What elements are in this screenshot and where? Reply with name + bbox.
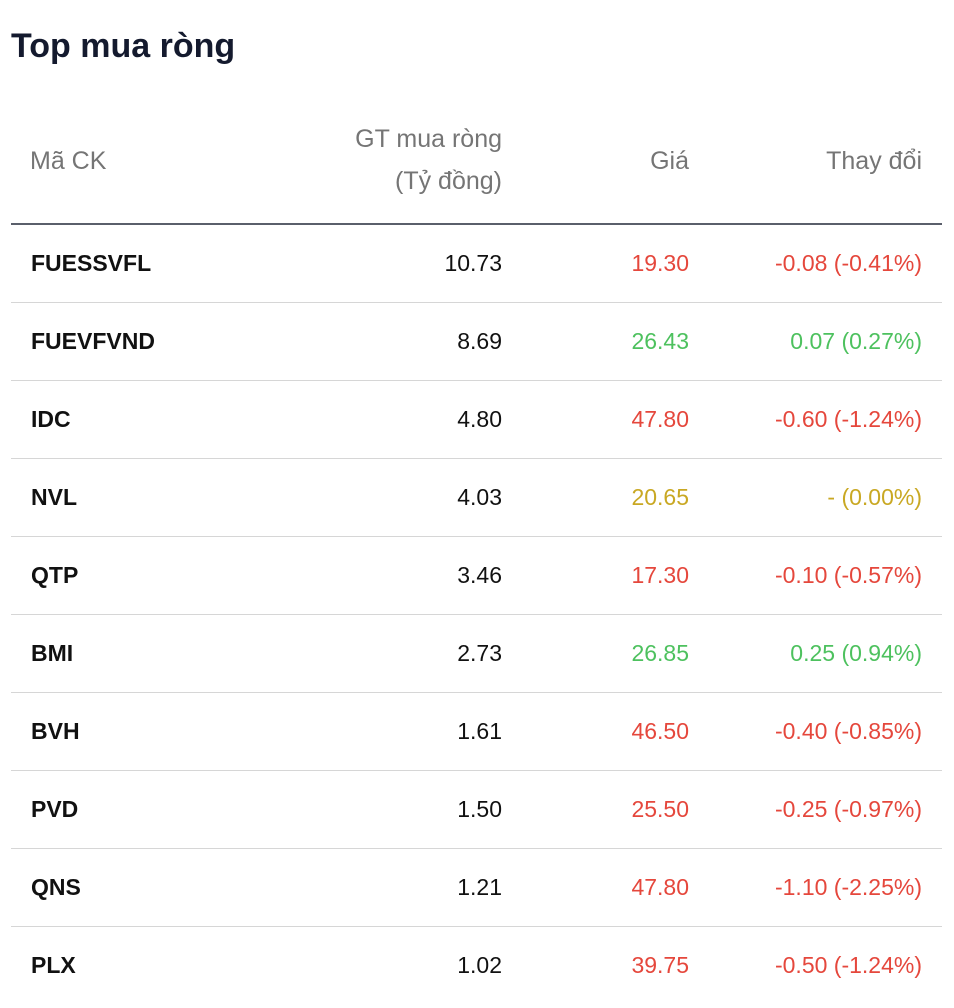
stock-code[interactable]: IDC (31, 406, 71, 432)
net-buy-value: 1.50 (457, 796, 502, 822)
price-change: 0.25 (0.94%) (790, 640, 922, 666)
net-buy-value: 4.03 (457, 484, 502, 510)
price: 20.65 (631, 484, 689, 510)
stock-code[interactable]: FUEVFVND (31, 328, 155, 354)
table-row[interactable]: IDC 4.80 47.80 -0.60 (-1.24%) (11, 381, 942, 459)
price: 26.85 (631, 640, 689, 666)
net-buy-value: 1.02 (457, 952, 502, 978)
price: 19.30 (631, 250, 689, 276)
header-net-buy-value-line2: (Tỷ đồng) (395, 167, 502, 195)
net-buy-value: 8.69 (457, 328, 502, 354)
price-change: -0.50 (-1.24%) (774, 952, 922, 978)
table-row[interactable]: PVD 1.50 25.50 -0.25 (-0.97%) (11, 771, 942, 849)
table-row[interactable]: FUEVFVND 8.69 26.43 0.07 (0.27%) (11, 303, 942, 381)
header-price[interactable]: Giá (650, 147, 689, 175)
price: 25.50 (631, 796, 689, 822)
stock-code[interactable]: PVD (31, 796, 79, 822)
table-row[interactable]: FUESSVFL 10.73 19.30 -0.08 (-0.41%) (11, 225, 942, 303)
price: 26.43 (631, 328, 689, 354)
stock-code[interactable]: FUESSVFL (31, 250, 152, 276)
stock-code[interactable]: BVH (31, 718, 80, 744)
table-row[interactable]: QTP 3.46 17.30 -0.10 (-0.57%) (11, 537, 942, 615)
price-change: 0.07 (0.27%) (790, 328, 922, 354)
price-change: -0.60 (-1.24%) (774, 406, 922, 432)
header-stock-code[interactable]: Mã CK (30, 147, 107, 175)
header-net-buy-value[interactable]: GT mua ròng (Tỷ đồng) (355, 118, 502, 202)
price-change: -0.08 (-0.41%) (774, 250, 922, 276)
header-change[interactable]: Thay đổi (826, 147, 922, 175)
stock-code[interactable]: BMI (31, 640, 74, 666)
top-net-buy-table: Mã CK GT mua ròng (Tỷ đồng) Giá Thay đổi… (11, 100, 942, 1004)
price-change: -0.10 (-0.57%) (774, 562, 922, 588)
price-change: -0.40 (-0.85%) (774, 718, 922, 744)
net-buy-value: 1.61 (457, 718, 502, 744)
price-change: -1.10 (-2.25%) (774, 874, 922, 900)
price: 39.75 (631, 952, 689, 978)
page-title: Top mua ròng (11, 27, 236, 65)
stock-code[interactable]: NVL (31, 484, 77, 510)
table-row[interactable]: BVH 1.61 46.50 -0.40 (-0.85%) (11, 693, 942, 771)
net-buy-value: 4.80 (457, 406, 502, 432)
net-buy-value: 2.73 (457, 640, 502, 666)
net-buy-value: 1.21 (457, 874, 502, 900)
price: 46.50 (631, 718, 689, 744)
stock-code[interactable]: QNS (31, 874, 81, 900)
price: 47.80 (631, 406, 689, 432)
stock-code[interactable]: PLX (31, 952, 76, 978)
stock-code[interactable]: QTP (31, 562, 79, 588)
table-header: Mã CK GT mua ròng (Tỷ đồng) Giá Thay đổi (11, 100, 942, 225)
net-buy-value: 3.46 (457, 562, 502, 588)
table-row[interactable]: BMI 2.73 26.85 0.25 (0.94%) (11, 615, 942, 693)
price: 47.80 (631, 874, 689, 900)
table-row[interactable]: QNS 1.21 47.80 -1.10 (-2.25%) (11, 849, 942, 927)
price: 17.30 (631, 562, 689, 588)
table-row[interactable]: NVL 4.03 20.65 - (0.00%) (11, 459, 942, 537)
header-net-buy-value-line1: GT mua ròng (355, 125, 502, 153)
price-change: -0.25 (-0.97%) (774, 796, 922, 822)
table-row[interactable]: PLX 1.02 39.75 -0.50 (-1.24%) (11, 927, 942, 1004)
price-change: - (0.00%) (827, 484, 922, 510)
net-buy-value: 10.73 (444, 250, 502, 276)
